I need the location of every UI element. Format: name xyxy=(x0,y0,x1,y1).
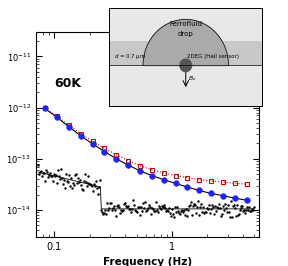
Subtraction xyxy=(55,115,58,119)
With sample xyxy=(221,181,225,184)
Subtraction xyxy=(150,174,154,177)
Subtraction xyxy=(221,194,225,197)
Subtraction xyxy=(67,125,71,128)
Text: $d$ = 0.7 µm: $d$ = 0.7 µm xyxy=(114,52,146,61)
With sample xyxy=(150,168,154,171)
Subtraction xyxy=(126,164,130,167)
Subtraction xyxy=(186,185,189,189)
Subtraction xyxy=(43,107,46,110)
Subtraction xyxy=(79,134,82,138)
Subtraction xyxy=(103,150,106,153)
Subtraction xyxy=(198,189,201,192)
Subtraction xyxy=(233,197,237,200)
Subtraction xyxy=(174,182,177,185)
With sample xyxy=(103,147,106,150)
With sample xyxy=(174,174,177,177)
Text: drop: drop xyxy=(178,31,194,37)
Subtraction xyxy=(115,157,118,160)
With sample xyxy=(79,132,82,135)
With sample xyxy=(55,115,58,118)
Subtraction xyxy=(209,192,213,195)
With sample xyxy=(91,140,94,143)
With sample xyxy=(198,178,201,181)
With sample xyxy=(233,182,237,185)
With sample xyxy=(126,159,130,162)
Subtraction xyxy=(245,199,249,202)
With sample xyxy=(245,182,249,186)
Line: With sample: With sample xyxy=(42,106,249,186)
Y-axis label: PSD (T$^2$/Hz): PSD (T$^2$/Hz) xyxy=(0,106,1,163)
Bar xyxy=(109,41,262,65)
With sample xyxy=(138,164,142,167)
With sample xyxy=(209,179,213,182)
Subtraction xyxy=(91,142,94,146)
Subtraction xyxy=(162,178,166,181)
With sample xyxy=(67,124,71,127)
Circle shape xyxy=(180,59,192,72)
With sample xyxy=(43,106,46,110)
Subtraction xyxy=(138,169,142,172)
Line: Subtraction: Subtraction xyxy=(42,106,249,203)
With sample xyxy=(162,171,166,174)
Text: 2DEG (Hall sensor): 2DEG (Hall sensor) xyxy=(187,54,239,59)
With sample xyxy=(186,176,189,179)
Text: $B_z$: $B_z$ xyxy=(188,74,197,83)
Legend: With sample, Hall probe alone, Subtraction: With sample, Hall probe alone, Subtracti… xyxy=(176,40,255,64)
Polygon shape xyxy=(143,19,228,65)
Text: Ferrofluid: Ferrofluid xyxy=(169,21,202,27)
Text: 60K: 60K xyxy=(54,77,81,90)
X-axis label: Frequency (Hz): Frequency (Hz) xyxy=(103,257,192,266)
With sample xyxy=(115,153,118,156)
